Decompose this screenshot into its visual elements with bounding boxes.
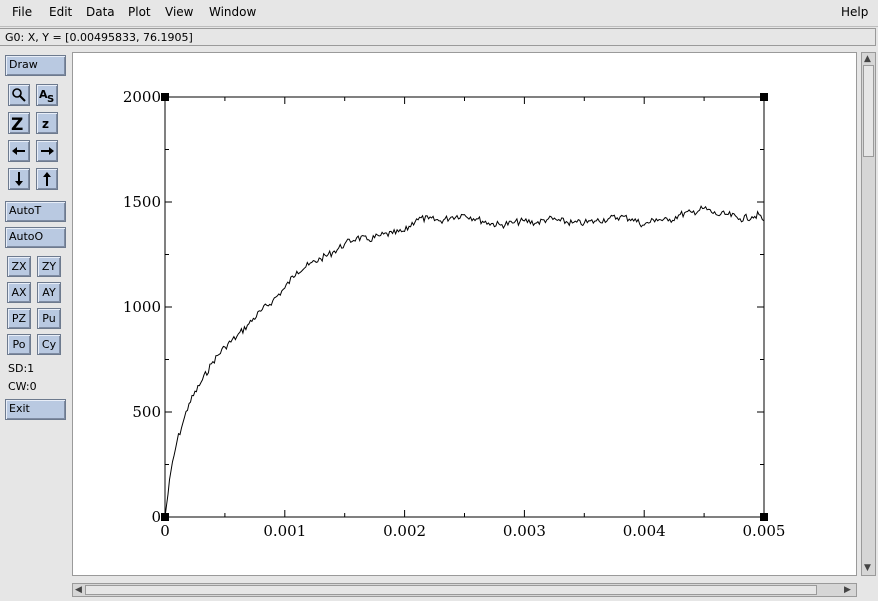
scroll-down-icon[interactable]: ▼	[864, 563, 871, 573]
zoom-in-icon: Z	[11, 115, 23, 131]
left-arrow-icon	[12, 147, 25, 155]
y-tick-label: 1000	[123, 298, 161, 316]
x-tick-labels: 0 0.001 0.002 0.003 0.004 0.005	[160, 522, 785, 540]
down-arrow-icon	[15, 172, 23, 186]
cw-label: CW:0	[8, 380, 37, 393]
plot-area: 0 0.001 0.002 0.003 0.004 0.005 0 500 1000 1500 2…	[123, 88, 786, 540]
zoom-out-button[interactable]: z	[36, 112, 58, 134]
frame-handle[interactable]	[161, 513, 169, 521]
y-tick-label: 2000	[123, 88, 161, 106]
scroll-up-icon[interactable]: ▲	[864, 54, 871, 64]
menu-bar: File Edit Data Plot View Window Help	[0, 0, 878, 27]
zoom-button[interactable]	[8, 84, 30, 106]
svg-text:A: A	[39, 88, 48, 101]
zoom-out-icon: z	[42, 117, 49, 131]
menu-plot[interactable]: Plot	[128, 5, 151, 19]
x-tick-label: 0.004	[623, 522, 666, 540]
menu-view[interactable]: View	[165, 5, 194, 19]
menu-data[interactable]: Data	[86, 5, 115, 19]
exit-button[interactable]: Exit	[5, 399, 66, 420]
graph-canvas[interactable]: 0 0.001 0.002 0.003 0.004 0.005 0 500 1000 1500 2…	[72, 52, 857, 576]
menu-edit[interactable]: Edit	[49, 5, 73, 19]
menu-file[interactable]: File	[12, 5, 33, 19]
frame-handle[interactable]	[161, 93, 169, 101]
y-tick-label: 500	[132, 403, 161, 421]
draw-button[interactable]: Draw	[5, 55, 66, 76]
coordinate-readout: G0: X, Y = [0.00495833, 76.1905]	[0, 28, 876, 46]
frame-handle[interactable]	[760, 93, 768, 101]
vertical-scrollbar[interactable]: ▲ ▼	[861, 52, 876, 576]
zoom-in-button[interactable]: Z	[8, 112, 30, 134]
down-arrow-button[interactable]	[8, 168, 30, 190]
right-arrow-button[interactable]	[36, 140, 58, 162]
autoo-button[interactable]: AutoO	[5, 227, 66, 248]
scroll-left-icon[interactable]: ◀	[75, 585, 82, 595]
up-arrow-button[interactable]	[36, 168, 58, 190]
y-tick-labels: 0 500 1000 1500 2000	[123, 88, 161, 526]
pz-button[interactable]: PZ	[7, 308, 31, 329]
coordinate-text: G0: X, Y = [0.00495833, 76.1905]	[5, 31, 193, 44]
po-button[interactable]: Po	[7, 334, 31, 355]
x-tick-label: 0.003	[503, 522, 546, 540]
svg-text:z: z	[42, 117, 49, 131]
x-tick-label: 0.002	[383, 522, 426, 540]
x-tick-label: 0.005	[743, 522, 786, 540]
sd-label: SD:1	[8, 362, 35, 375]
ax-button[interactable]: AX	[7, 282, 31, 303]
horizontal-scroll-thumb[interactable]	[85, 585, 817, 595]
plot-frame	[164, 96, 765, 518]
zy-button[interactable]: ZY	[37, 256, 61, 277]
svg-text:S: S	[47, 94, 54, 103]
zoom-icon	[12, 88, 26, 102]
up-arrow-icon	[43, 172, 51, 186]
frame-handle[interactable]	[760, 513, 768, 521]
y-tick-label: 1500	[123, 193, 161, 211]
pu-button[interactable]: Pu	[37, 308, 61, 329]
menu-help[interactable]: Help	[841, 5, 869, 19]
y-tick-label: 0	[151, 508, 161, 526]
ay-button[interactable]: AY	[37, 282, 61, 303]
vertical-scroll-thumb[interactable]	[863, 65, 874, 157]
data-series-line	[164, 205, 765, 518]
autot-button[interactable]: AutoT	[5, 201, 66, 222]
menu-window[interactable]: Window	[209, 5, 257, 19]
frame-handles[interactable]	[161, 93, 768, 521]
x-tick-label: 0	[160, 522, 170, 540]
cy-button[interactable]: Cy	[37, 334, 61, 355]
svg-text:Z: Z	[11, 115, 23, 131]
x-tick-label: 0.001	[263, 522, 306, 540]
zx-button[interactable]: ZX	[7, 256, 31, 277]
axes-group	[164, 96, 765, 518]
scroll-right-icon[interactable]: ▶	[844, 585, 851, 595]
horizontal-scrollbar[interactable]: ◀ ▶	[72, 583, 857, 597]
left-arrow-button[interactable]	[8, 140, 30, 162]
right-arrow-icon	[41, 147, 54, 155]
